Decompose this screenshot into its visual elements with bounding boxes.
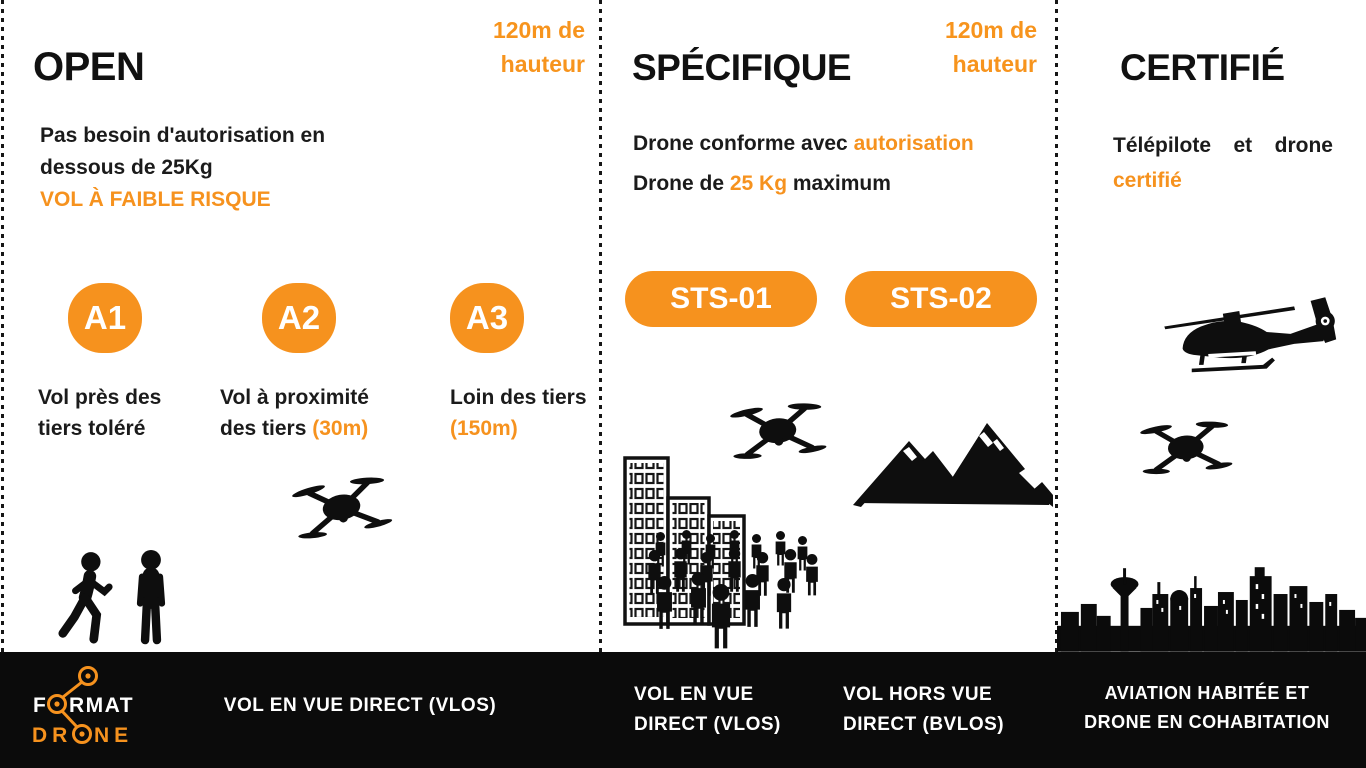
panel-specifique: SPÉCIFIQUE 120m de hauteur Drone conform… <box>601 0 1057 652</box>
logo-text-drone-pre: DR <box>32 724 72 747</box>
badge-sts-02: STS-02 <box>845 271 1037 327</box>
open-description-line: Pas besoin d'autorisation en <box>40 124 326 147</box>
specifique-description: Drone conforme avec autorisation Drone d… <box>633 124 974 204</box>
badge-a3: A3 <box>450 283 524 353</box>
footer-certifie-label: AVIATION HABITÉE ET DRONE EN COHABITATIO… <box>1084 683 1330 732</box>
open-description: Pas besoin d'autorisation en dessous de … <box>40 120 325 216</box>
walking-person-icon <box>58 551 116 648</box>
certifie-description-line: Télépilote et drone <box>1113 134 1333 157</box>
panel-certifie: CERTIFIÉ Télépilote et drone certifié <box>1057 0 1366 652</box>
caption-a1: Vol près des tiers toléré <box>38 386 162 440</box>
format-drone-logo: F RMAT DR NE <box>32 666 134 747</box>
open-description-line: dessous de 25Kg <box>40 156 213 179</box>
open-height-limit: 120m de hauteur <box>492 17 585 77</box>
drone-icon <box>722 393 835 474</box>
open-title: OPEN <box>33 44 145 89</box>
badge-sts-01: STS-01 <box>625 271 817 327</box>
crowd-icon <box>645 528 825 650</box>
logo-text-drone-post: NE <box>94 724 133 747</box>
mountains-icon <box>853 419 1053 509</box>
footer-specifique-bvlos-label: VOL HORS VUE DIRECT (BVLOS) <box>843 684 1005 735</box>
footer-open-vlos-label: VOL EN VUE DIRECT (VLOS) <box>223 695 497 716</box>
city-skyline-icon <box>1057 542 1366 652</box>
certifie-title: CERTIFIÉ <box>1120 46 1285 88</box>
drone-icon <box>1132 412 1240 489</box>
helicopter-icon <box>1157 286 1349 378</box>
badge-a1: A1 <box>68 283 142 353</box>
badge-a2: A2 <box>262 283 336 353</box>
panel-open: OPEN 120m de hauteur Pas besoin d'autori… <box>0 0 601 652</box>
certifie-description-line: certifié <box>1113 169 1182 192</box>
certifie-description: Télépilote et drone certifié <box>1113 128 1333 198</box>
logo-text-format-pre: F <box>33 694 46 717</box>
standing-person-icon <box>126 549 176 648</box>
specifique-description-line: Drone de 25 Kg maximum <box>633 172 891 195</box>
open-description-line: VOL À FAIBLE RISQUE <box>40 188 271 211</box>
specifique-title: SPÉCIFIQUE <box>632 46 852 88</box>
footer-specifique-vlos-label: VOL EN VUE DIRECT (VLOS) <box>634 684 781 735</box>
caption-a2: Vol à proximité des tiers (30m) <box>220 386 369 440</box>
footer-bar: F RMAT DR NE VOL EN VUE DIRECT (VLOS) VO… <box>0 652 1366 768</box>
logo-text-format-post: RMAT <box>69 694 134 717</box>
specifique-description-line: Drone conforme avec autorisation <box>633 132 974 155</box>
caption-a3: Loin des tiers (150m) <box>450 386 587 440</box>
drone-icon <box>283 465 402 555</box>
specifique-height-limit: 120m de hauteur <box>944 17 1037 77</box>
footer-specifique-zone: VOL EN VUE DIRECT (VLOS) VOL HORS VUE DI… <box>601 652 1057 768</box>
